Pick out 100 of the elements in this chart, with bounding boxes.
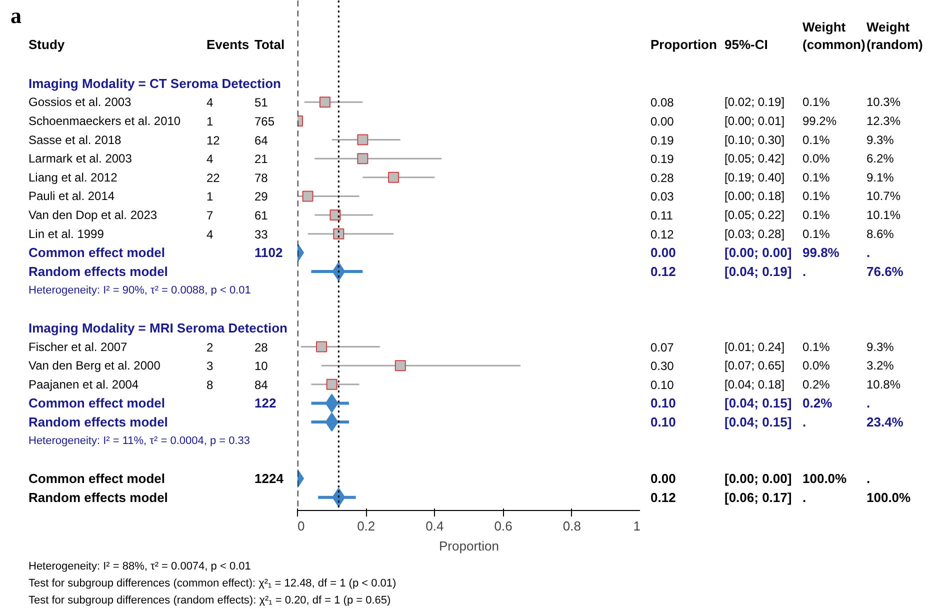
text: 100.0% xyxy=(866,490,911,505)
text: 95%-CI xyxy=(724,37,768,52)
text: 0.19 xyxy=(650,152,674,166)
text: [0.06; 0.17] xyxy=(724,490,792,505)
text: 0.12 xyxy=(650,227,674,242)
text: 10.1% xyxy=(866,208,901,222)
point xyxy=(388,172,400,183)
text: 7 xyxy=(206,208,214,223)
point xyxy=(319,96,330,108)
text: 0.1% xyxy=(802,189,830,204)
text: . xyxy=(802,264,806,279)
text: 0.10 xyxy=(650,396,676,411)
text: 9.3% xyxy=(866,340,894,354)
x-tick-label: 0.2 xyxy=(357,518,376,534)
text: 10.8% xyxy=(866,377,901,392)
point xyxy=(326,378,338,390)
text: 33 xyxy=(254,227,268,242)
y-tick-label: Liang et al. 2012 xyxy=(28,170,118,184)
x-axis-title: Proportion xyxy=(439,538,499,554)
y-tick-label: Random effects model xyxy=(28,490,168,505)
text: 0.2% xyxy=(802,396,832,411)
text: Weight (common) xyxy=(802,19,866,52)
text: 0.12 xyxy=(650,264,676,279)
text: [0.01; 0.24] xyxy=(724,340,785,354)
y-tick-label: Schoenmaeckers et al. 2010 xyxy=(28,114,181,128)
text: 3.2% xyxy=(866,358,894,373)
text: 4 xyxy=(206,152,214,166)
text: . xyxy=(866,471,870,486)
y-axis-title: Study xyxy=(28,37,66,52)
text: 0.1% xyxy=(802,170,830,184)
text: 0.0% xyxy=(802,152,830,166)
y-tick-label: Van den Dop et al. 2023 xyxy=(28,208,158,222)
text: 0.11 xyxy=(650,208,673,223)
text: 3 xyxy=(206,359,214,374)
text: Heterogeneity: I² = 88%, τ² = 0.0074, p < 0.01 xyxy=(28,560,251,572)
text: [0.05; 0.22] xyxy=(724,208,785,222)
text: 84 xyxy=(254,378,268,392)
text: . xyxy=(866,396,870,411)
text: 9.3% xyxy=(866,132,894,147)
text: 0.1% xyxy=(802,340,830,354)
text: 100.0% xyxy=(802,471,847,486)
text: . xyxy=(802,490,806,505)
y-tick-label: Van den Berg et al. 2000 xyxy=(28,358,161,373)
text: [0.04; 0.19] xyxy=(724,264,792,279)
text: 28 xyxy=(254,340,268,354)
text: [0.02; 0.19] xyxy=(724,95,785,110)
text: Test for subgroup differences (random effects): χ²₁ = 0.20, df = 1 (p = 0.65) xyxy=(28,594,391,606)
text: 99.8% xyxy=(802,245,840,260)
text: 78 xyxy=(254,170,268,185)
y-tick-label: Sasse et al. 2018 xyxy=(28,132,122,147)
text: [0.00; 0.00] xyxy=(724,471,792,486)
text: Total xyxy=(254,37,285,52)
text: 0.19 xyxy=(650,133,674,148)
y-tick-label: Common effect model xyxy=(28,245,166,260)
y-tick-label: Heterogeneity: I² = 90%, τ² = 0.0088, p < 0.01 xyxy=(28,284,251,296)
text: . xyxy=(802,414,806,430)
y-tick-label: Lin et al. 1999 xyxy=(28,226,104,241)
x-tick-label: 0.8 xyxy=(562,518,581,534)
text: [0.04; 0.15] xyxy=(724,414,792,430)
text: 0.1% xyxy=(802,132,830,147)
text: 1 xyxy=(206,190,214,204)
y-tick-label: Common effect model xyxy=(28,471,166,486)
y-tick-label: Imaging Modality = MRI Seroma Detection xyxy=(28,320,288,336)
x-tick-label: 0 xyxy=(298,518,305,534)
point xyxy=(357,153,368,164)
y-tick-label: Random effects model xyxy=(28,414,168,430)
point xyxy=(357,134,368,146)
point xyxy=(330,210,341,221)
text: 1102 xyxy=(254,245,283,260)
text: 9.1% xyxy=(866,170,894,184)
text: 0.0% xyxy=(802,358,830,373)
text: 12 xyxy=(206,133,220,148)
text: 0.30 xyxy=(650,359,674,374)
text: 0.10 xyxy=(650,378,674,392)
text: 0.00 xyxy=(650,245,676,260)
text: 51 xyxy=(254,96,268,110)
x-tick-label: 0.6 xyxy=(494,518,512,534)
text: [0.19; 0.40] xyxy=(724,170,785,184)
text: 8 xyxy=(206,378,214,392)
text: 0.03 xyxy=(650,190,674,204)
text: 10.3% xyxy=(866,95,901,110)
text: . xyxy=(866,245,870,260)
text: [0.07; 0.65] xyxy=(724,358,785,373)
y-tick-label: Random effects model xyxy=(28,264,168,279)
x-tick-label: 1 xyxy=(633,518,641,534)
text: 0.1% xyxy=(802,208,830,222)
text: Events xyxy=(206,37,250,52)
text: 4 xyxy=(206,227,214,242)
text: 23.4% xyxy=(866,414,904,430)
text: 61 xyxy=(254,208,268,223)
text: a xyxy=(10,3,22,28)
text: [0.00; 0.01] xyxy=(724,114,785,128)
text: [0.04; 0.15] xyxy=(724,396,792,411)
text: 0.12 xyxy=(650,490,676,505)
text: 0.08 xyxy=(650,96,674,110)
y-tick-label: Fischer et al. 2007 xyxy=(28,340,128,354)
text: 0.00 xyxy=(650,471,676,486)
text: 0.07 xyxy=(650,340,674,354)
y-tick-label: Heterogeneity: I² = 11%, τ² = 0.0004, p = 0.33 xyxy=(28,434,250,447)
y-tick-label: Paajanen et al. 2004 xyxy=(28,377,139,392)
